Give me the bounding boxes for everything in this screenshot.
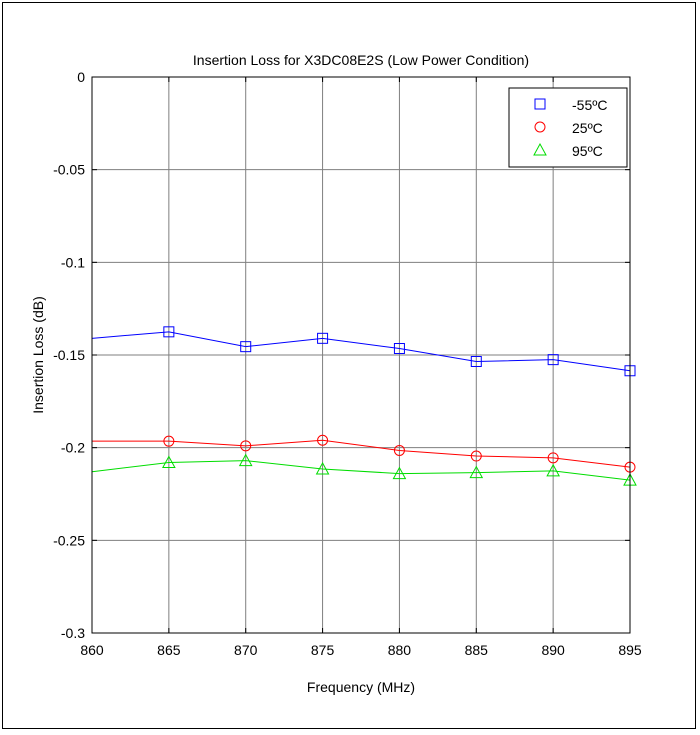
data-point [162, 455, 176, 468]
legend-label: 25ºC [572, 120, 603, 136]
data-point [317, 434, 329, 446]
x-tick-label: 875 [311, 642, 335, 658]
y-tick-label: -0.3 [61, 625, 85, 641]
x-tick-label: 865 [157, 642, 181, 658]
legend-item: 95ºC [533, 142, 603, 159]
legend: -55ºC 25ºC 95ºC [508, 87, 628, 168]
x-tick-label: 885 [465, 642, 489, 658]
y-tick-label: -0.1 [61, 254, 85, 270]
x-axis-label: Frequency (MHz) [307, 679, 415, 695]
series-2 [92, 434, 636, 473]
legend-marker [534, 121, 546, 133]
data-point [163, 326, 175, 338]
y-tick-label: -0.15 [53, 347, 85, 363]
legend-marker [534, 98, 546, 110]
data-point [547, 452, 559, 464]
data-point [238, 453, 253, 467]
y-tick-label: -0.25 [53, 532, 85, 548]
data-point [240, 440, 252, 452]
x-tick-label: 890 [541, 642, 565, 658]
x-tick-label: 860 [80, 642, 104, 658]
data-point [470, 355, 482, 367]
legend-label: 95ºC [572, 143, 603, 159]
data-point [240, 341, 252, 353]
data-point [470, 450, 482, 462]
legend-box [508, 87, 628, 168]
line-chart: 860 865 870 875 880 885 890 895 0 -0.05 -0.1 -0.15 -… [30, 52, 642, 695]
series-layer [91, 326, 637, 486]
y-tick-label: -0.05 [53, 162, 85, 178]
data-point [547, 354, 559, 366]
x-tick-label: 895 [618, 642, 642, 658]
data-point [393, 444, 405, 456]
chart-title: Insertion Loss for X3DC08E2S (Low Power … [193, 52, 529, 68]
y-axis-label: Insertion Loss (dB) [30, 296, 46, 414]
legend-marker [533, 142, 547, 156]
series-line [91, 460, 631, 481]
legend-label: -55ºC [572, 97, 607, 113]
axis-ticks: 860 865 870 875 880 885 890 895 0 -0.05 -0.1 -0.15 -… [53, 69, 642, 658]
data-point [392, 466, 407, 480]
series-3 [91, 453, 637, 486]
y-tick-label: 0 [77, 69, 85, 85]
series-line [91, 331, 631, 372]
legend-item: -55ºC [534, 97, 607, 113]
x-tick-label: 880 [388, 642, 412, 658]
series-1 [91, 326, 636, 377]
data-point [317, 332, 329, 344]
y-tick-label: -0.2 [61, 440, 85, 456]
series-line [92, 439, 631, 468]
data-point [469, 465, 484, 479]
data-point [315, 461, 330, 475]
data-point [163, 435, 175, 447]
x-tick-label: 870 [234, 642, 258, 658]
data-point [546, 463, 560, 477]
legend-item: 25ºC [534, 120, 603, 136]
data-point [393, 343, 405, 355]
